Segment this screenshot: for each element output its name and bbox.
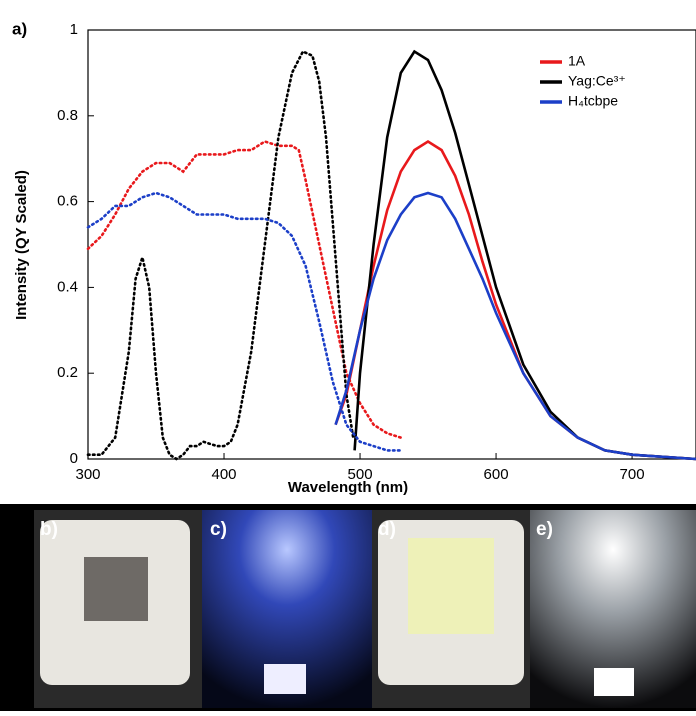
- y-tick-label: 0.2: [57, 364, 78, 381]
- legend-label: H₄tcbpe: [568, 93, 618, 109]
- excitation-line: [86, 191, 403, 452]
- excitation-line: [86, 140, 403, 439]
- legend-label: Yag:Ce³⁺: [568, 73, 626, 89]
- excitation-line: [86, 49, 355, 461]
- y-tick-label: 0.6: [57, 193, 78, 210]
- photo-strip: [0, 504, 696, 711]
- y-tick-label: 0.4: [57, 278, 78, 295]
- x-tick-label: 300: [75, 466, 100, 483]
- photo-label: b): [40, 519, 58, 540]
- legend-label: 1A: [568, 53, 586, 69]
- led-chip: [84, 557, 148, 621]
- y-axis-label: Intensity (QY Scaled): [13, 170, 30, 320]
- led-chip: [408, 538, 494, 634]
- photo-label: c): [210, 519, 227, 540]
- emission-line: [334, 139, 696, 461]
- photo-label: d): [378, 519, 396, 540]
- emission-line: [334, 191, 696, 461]
- y-tick-label: 1: [70, 21, 78, 38]
- y-tick-label: 0: [70, 450, 78, 467]
- led-glow: [264, 664, 306, 694]
- x-tick-label: 400: [212, 466, 237, 483]
- y-tick-label: 0.8: [57, 107, 78, 124]
- emission-line: [353, 49, 696, 461]
- x-tick-label: 500: [348, 466, 373, 483]
- plot-frame: [87, 29, 696, 460]
- panel-label: a): [12, 19, 27, 38]
- photo-label: e): [536, 519, 553, 540]
- led-glow: [594, 668, 634, 696]
- x-tick-label: 600: [484, 466, 509, 483]
- x-tick-label: 700: [620, 466, 645, 483]
- x-axis-label: Wavelength (nm): [288, 479, 408, 496]
